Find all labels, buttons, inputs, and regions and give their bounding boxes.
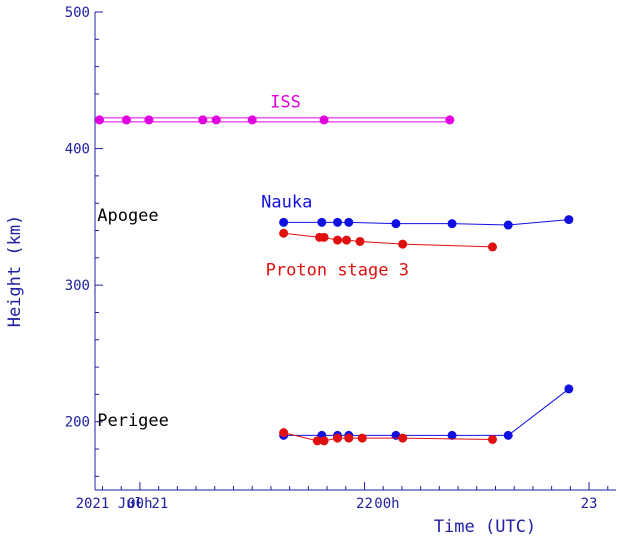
y-tick-label: 200: [65, 415, 90, 431]
data-point: [312, 436, 322, 446]
y-axis-label: Height (km): [5, 215, 25, 328]
data-point: [447, 430, 457, 440]
data-point: [333, 217, 343, 227]
data-point: [398, 239, 408, 249]
y-tick-label: 300: [65, 278, 90, 294]
annotation-label: Apogee: [97, 206, 158, 226]
data-point: [357, 433, 367, 443]
data-point: [198, 115, 208, 125]
data-point: [211, 115, 221, 125]
data-point: [445, 115, 455, 125]
series-layer: [94, 115, 574, 446]
data-point: [398, 433, 408, 443]
data-point: [333, 235, 343, 245]
x-axis-label: Time (UTC): [434, 517, 536, 537]
series-line: [283, 219, 569, 226]
data-point: [564, 384, 574, 394]
annotation-label: Proton stage 3: [266, 261, 409, 281]
data-point: [355, 236, 365, 246]
data-point: [564, 215, 574, 225]
data-point: [503, 430, 513, 440]
data-point: [317, 217, 327, 227]
data-point: [144, 115, 154, 125]
data-point: [344, 433, 354, 443]
data-point: [487, 434, 497, 444]
data-point: [279, 217, 289, 227]
labels-layer: ISS Nauka Proton stage 3 Apogee Perigee: [97, 93, 409, 431]
x-tick-label: 00h: [374, 496, 399, 512]
series-line: [283, 232, 493, 248]
data-point: [94, 115, 104, 125]
annotation-label: ISS: [270, 93, 301, 113]
data-point: [121, 115, 131, 125]
x-tick-label: 00h: [127, 496, 152, 512]
y-tick-label: 500: [65, 5, 90, 21]
data-point: [447, 219, 457, 229]
axes: [94, 12, 616, 491]
x-tick-label: 2021 Jul 21: [76, 496, 169, 512]
data-point: [279, 428, 289, 438]
data-point: [319, 232, 329, 242]
data-point: [503, 220, 513, 230]
data-point: [487, 242, 497, 252]
annotation-label: Perigee: [97, 411, 169, 431]
data-point: [344, 217, 354, 227]
x-tick-label: 22: [356, 496, 373, 512]
data-point: [279, 228, 289, 238]
data-point: [319, 436, 329, 446]
x-tick-label: 23: [581, 496, 598, 512]
annotation-label: Nauka: [261, 192, 312, 212]
series-line: [283, 388, 570, 436]
data-point: [319, 115, 329, 125]
data-point: [333, 433, 343, 443]
data-point: [247, 115, 257, 125]
y-tick-label: 400: [65, 142, 90, 158]
data-point: [391, 219, 401, 229]
data-point: [342, 235, 352, 245]
